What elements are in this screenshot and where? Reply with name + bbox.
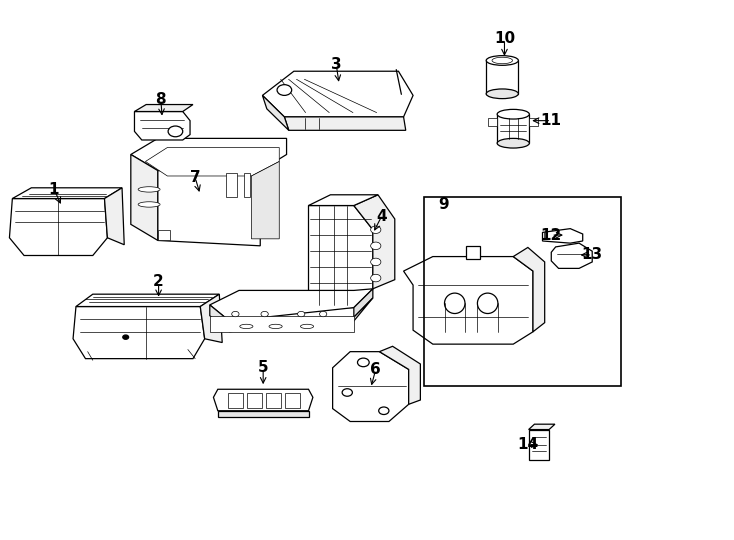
- Text: 13: 13: [581, 247, 603, 262]
- Polygon shape: [145, 147, 279, 176]
- Ellipse shape: [486, 56, 518, 65]
- Polygon shape: [379, 346, 421, 404]
- Polygon shape: [529, 118, 538, 126]
- Circle shape: [371, 226, 381, 233]
- Polygon shape: [244, 173, 250, 198]
- Ellipse shape: [497, 110, 529, 119]
- Polygon shape: [10, 199, 107, 255]
- Circle shape: [232, 312, 239, 317]
- Polygon shape: [214, 389, 313, 411]
- Circle shape: [277, 85, 291, 96]
- Ellipse shape: [445, 293, 465, 314]
- Text: 10: 10: [494, 31, 515, 46]
- Polygon shape: [513, 247, 545, 332]
- Polygon shape: [263, 96, 288, 130]
- Polygon shape: [528, 424, 555, 429]
- Polygon shape: [354, 195, 395, 289]
- Polygon shape: [226, 173, 237, 198]
- Ellipse shape: [138, 202, 160, 207]
- Text: 8: 8: [156, 92, 166, 107]
- Text: 3: 3: [331, 57, 341, 72]
- Text: 2: 2: [153, 274, 164, 289]
- Text: 1: 1: [48, 182, 59, 197]
- Circle shape: [342, 389, 352, 396]
- Polygon shape: [73, 307, 205, 359]
- Ellipse shape: [486, 89, 518, 99]
- Circle shape: [357, 358, 369, 367]
- Text: 12: 12: [541, 227, 562, 242]
- Polygon shape: [333, 352, 409, 422]
- Polygon shape: [200, 294, 222, 342]
- Ellipse shape: [477, 293, 498, 314]
- Polygon shape: [528, 429, 549, 460]
- Polygon shape: [218, 411, 308, 417]
- Polygon shape: [131, 154, 158, 240]
- Bar: [228, 393, 243, 408]
- Polygon shape: [158, 171, 261, 246]
- Circle shape: [319, 312, 327, 317]
- Text: 14: 14: [517, 437, 539, 452]
- Text: 6: 6: [371, 362, 381, 377]
- Circle shape: [297, 312, 305, 317]
- Polygon shape: [284, 117, 406, 130]
- Polygon shape: [134, 105, 193, 112]
- Circle shape: [371, 274, 381, 282]
- Polygon shape: [104, 188, 124, 245]
- Circle shape: [371, 258, 381, 266]
- Bar: [285, 393, 299, 408]
- Polygon shape: [252, 161, 279, 239]
- Polygon shape: [465, 246, 480, 259]
- Circle shape: [379, 407, 389, 415]
- Circle shape: [168, 126, 183, 137]
- Circle shape: [371, 242, 381, 249]
- Ellipse shape: [492, 57, 512, 64]
- Polygon shape: [210, 298, 373, 332]
- Polygon shape: [210, 316, 354, 332]
- Ellipse shape: [300, 324, 313, 328]
- Polygon shape: [488, 118, 497, 126]
- Bar: [266, 393, 280, 408]
- Polygon shape: [308, 195, 378, 206]
- Bar: [424, 198, 622, 386]
- Polygon shape: [354, 289, 373, 318]
- Polygon shape: [551, 243, 592, 268]
- Polygon shape: [158, 230, 170, 240]
- Polygon shape: [12, 188, 122, 199]
- Polygon shape: [486, 60, 518, 94]
- Text: 4: 4: [377, 209, 387, 224]
- Polygon shape: [263, 71, 413, 117]
- Bar: [247, 393, 262, 408]
- Polygon shape: [76, 294, 219, 307]
- Text: 7: 7: [190, 170, 200, 185]
- Ellipse shape: [240, 324, 253, 328]
- Circle shape: [261, 312, 269, 317]
- Text: 9: 9: [438, 197, 449, 212]
- Circle shape: [123, 335, 128, 339]
- Ellipse shape: [497, 138, 529, 148]
- Ellipse shape: [138, 187, 160, 192]
- Polygon shape: [404, 256, 533, 344]
- Text: 5: 5: [258, 360, 269, 375]
- Text: 11: 11: [541, 113, 562, 128]
- Polygon shape: [497, 114, 529, 143]
- Polygon shape: [308, 206, 373, 308]
- Polygon shape: [134, 112, 190, 140]
- Polygon shape: [131, 138, 286, 171]
- Polygon shape: [542, 228, 583, 243]
- Ellipse shape: [269, 324, 282, 328]
- Polygon shape: [210, 289, 373, 321]
